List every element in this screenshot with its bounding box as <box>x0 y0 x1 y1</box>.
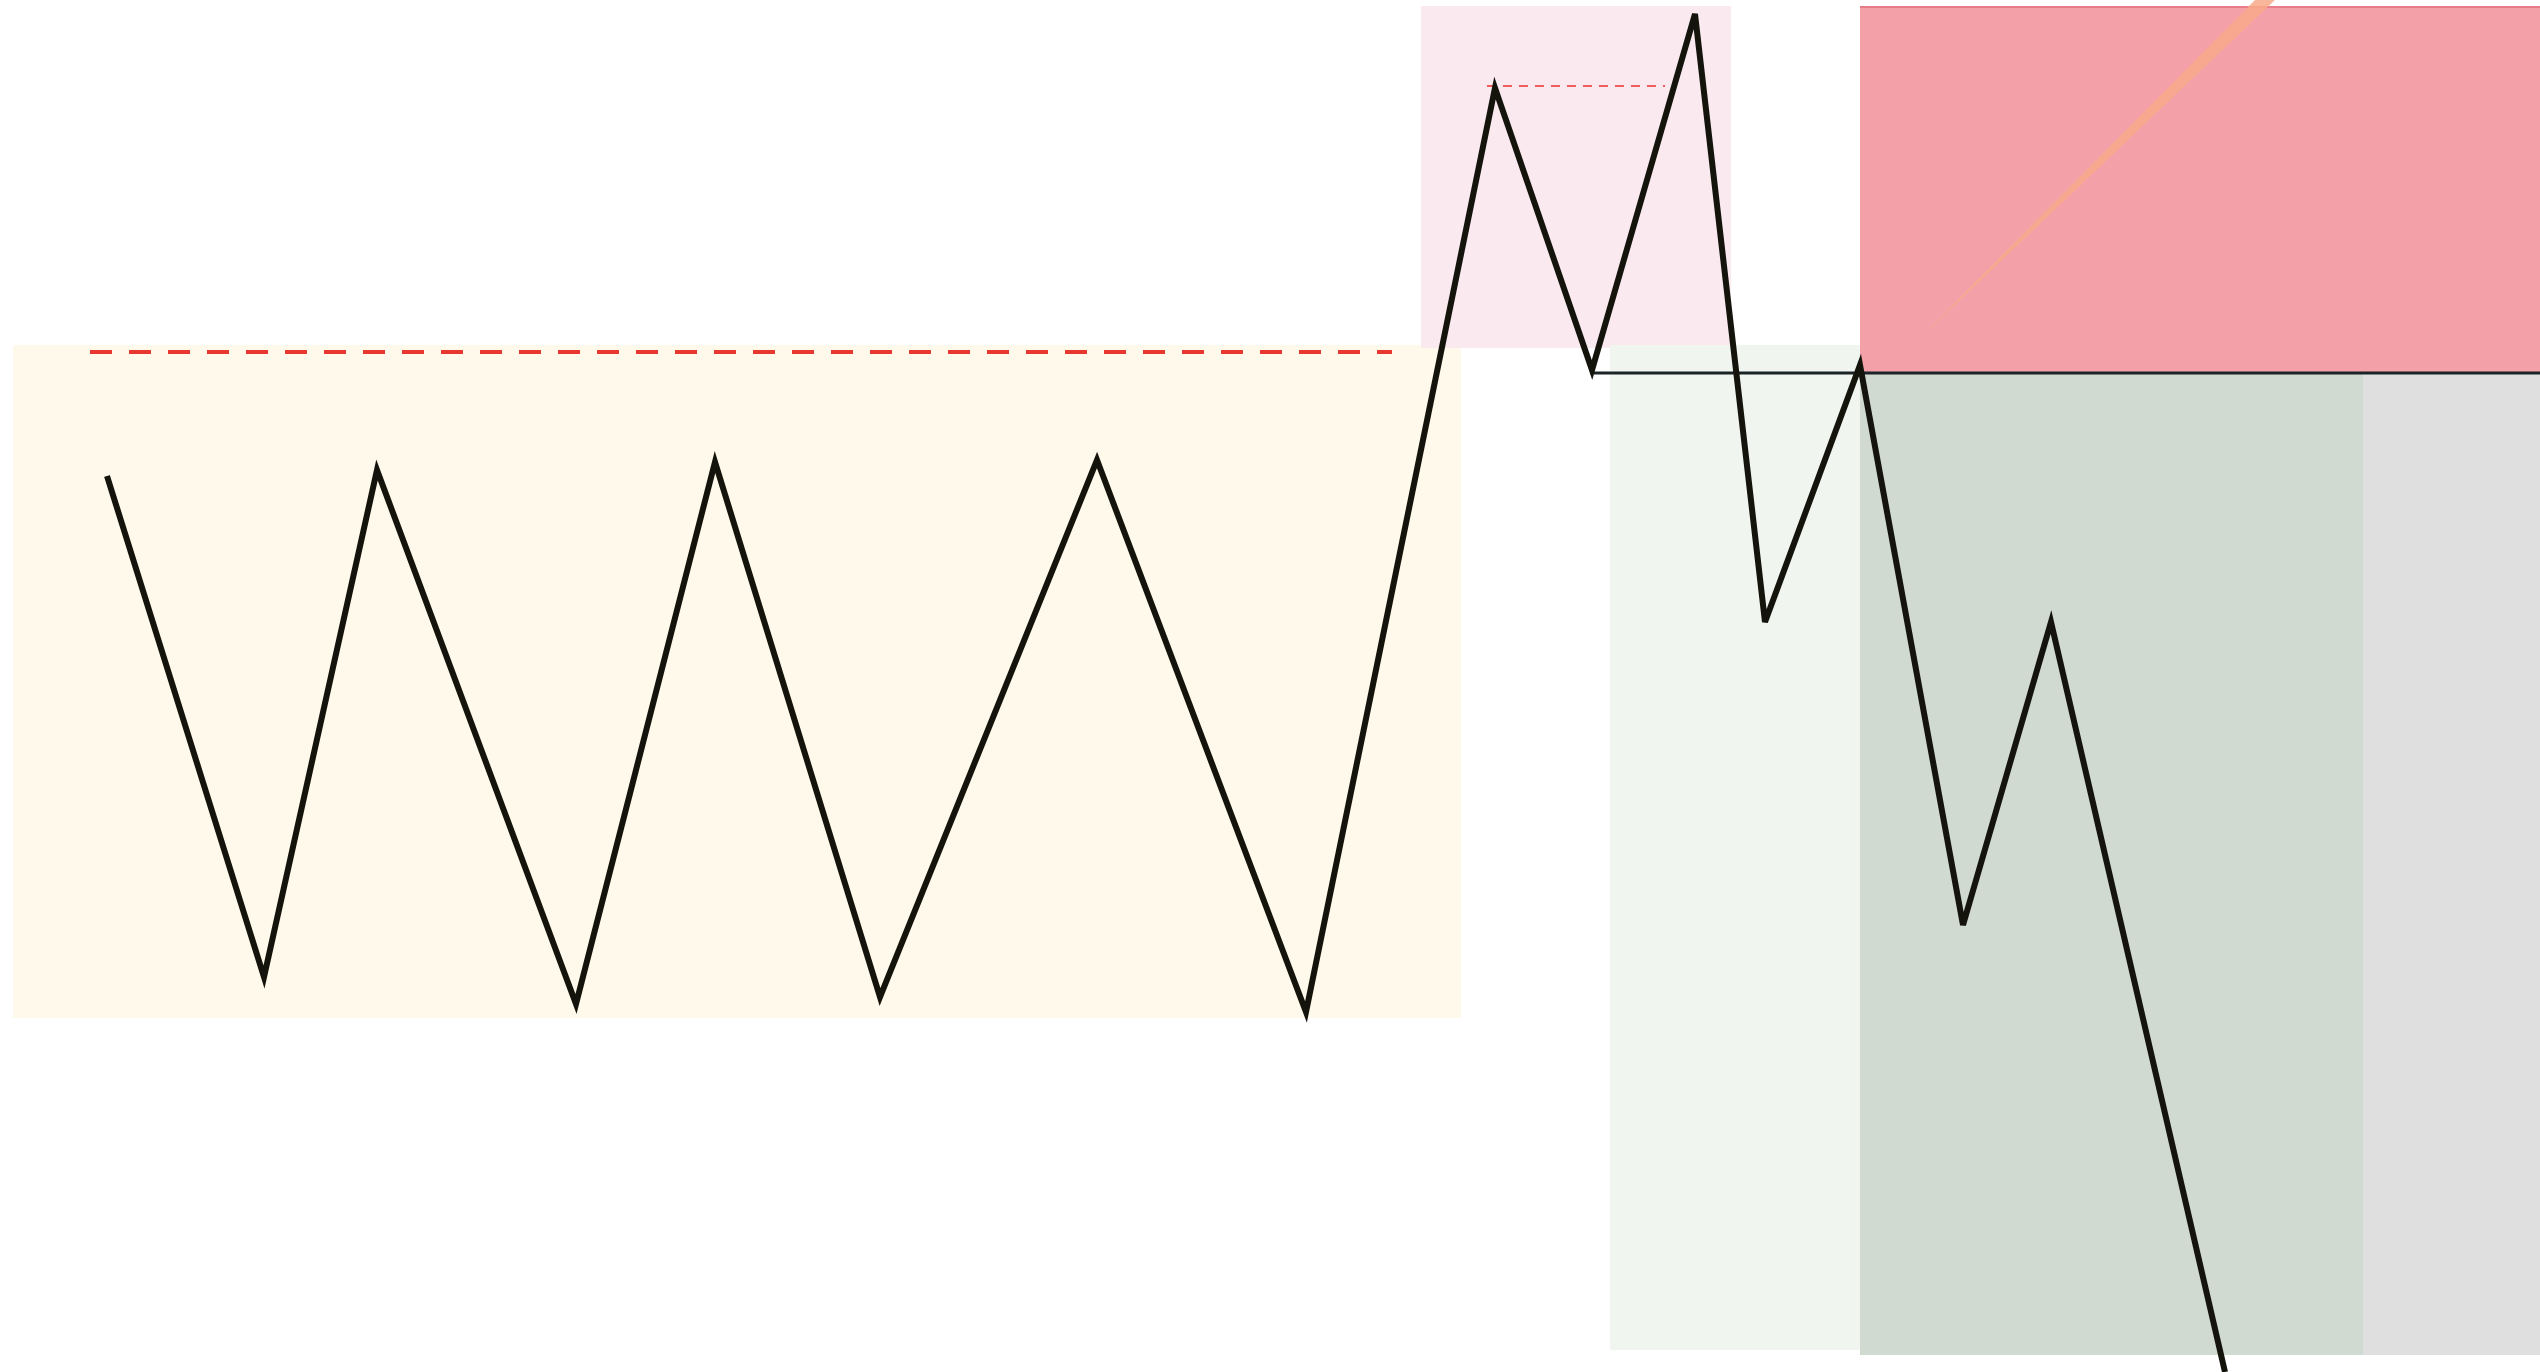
trend-ray <box>1918 0 2275 340</box>
projection-zone <box>2363 373 2540 1355</box>
short-entry-zone <box>1610 345 1862 1350</box>
range-zone <box>13 345 1461 1018</box>
target-zone <box>1860 345 2365 1355</box>
price-path-line <box>104 13 2228 1372</box>
